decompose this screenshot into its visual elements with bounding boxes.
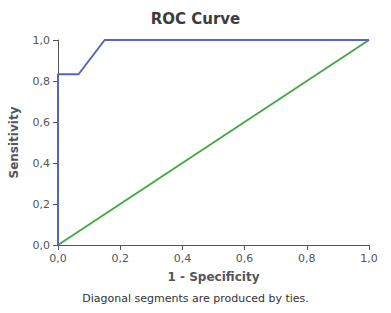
svg-text:0,4: 0,4 [33, 157, 51, 170]
svg-text:1,0: 1,0 [360, 252, 378, 265]
svg-text:0,6: 0,6 [236, 252, 254, 265]
svg-text:Diagonal segments are produced: Diagonal segments are produced by ties. [82, 292, 309, 305]
svg-text:0,4: 0,4 [174, 252, 192, 265]
svg-text:Sensitivity: Sensitivity [7, 106, 21, 178]
svg-text:0,0: 0,0 [33, 239, 51, 252]
svg-text:0,0: 0,0 [49, 252, 67, 265]
svg-text:1 - Specificity: 1 - Specificity [168, 270, 260, 284]
svg-text:0,8: 0,8 [33, 75, 51, 88]
svg-text:0,2: 0,2 [33, 198, 51, 211]
svg-text:ROC Curve: ROC Curve [151, 10, 241, 28]
svg-text:0,6: 0,6 [33, 116, 51, 129]
svg-text:1,0: 1,0 [33, 34, 51, 47]
svg-text:0,8: 0,8 [298, 252, 316, 265]
svg-text:0,2: 0,2 [111, 252, 129, 265]
